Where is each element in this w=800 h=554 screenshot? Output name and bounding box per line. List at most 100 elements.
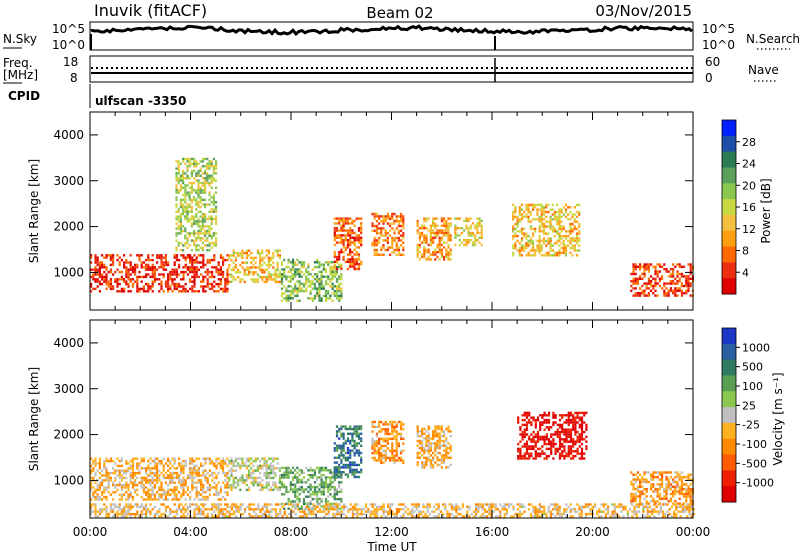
echo-cell	[156, 476, 159, 480]
echo-cell	[232, 483, 235, 487]
echo-cell	[569, 232, 572, 235]
echo-cell	[175, 285, 178, 288]
echo-cell	[553, 230, 557, 233]
echo-cell	[445, 222, 448, 225]
echo-cell	[416, 229, 419, 232]
echo-cell	[101, 491, 104, 494]
echo-cell	[136, 512, 139, 516]
echo-cell	[248, 471, 251, 475]
echo-cell	[138, 464, 141, 468]
echo-cell	[357, 227, 361, 230]
echo-cell	[520, 239, 524, 243]
echo-cell	[149, 457, 152, 460]
echo-cell	[375, 432, 378, 436]
echo-cell	[145, 469, 148, 472]
echo-cell	[636, 292, 639, 295]
echo-cell	[208, 469, 211, 472]
echo-cell	[518, 246, 521, 250]
echo-cell	[208, 493, 211, 496]
echo-cell	[674, 471, 677, 474]
echo-cell	[340, 275, 343, 278]
echo-cell	[395, 425, 398, 428]
echo-cell	[267, 261, 270, 264]
echo-cell	[360, 451, 363, 455]
echo-cell	[375, 220, 378, 223]
echo-cell	[222, 462, 225, 465]
echo-cell	[201, 184, 204, 187]
echo-cell	[556, 447, 559, 451]
echo-cell	[373, 447, 376, 450]
echo-cell	[153, 498, 156, 501]
echo-cell	[445, 439, 448, 443]
echo-cell	[534, 457, 537, 460]
echo-cell	[469, 227, 472, 230]
echo-cell	[553, 251, 557, 255]
echo-cell	[680, 476, 683, 479]
echo-cell	[447, 430, 450, 433]
echo-cell	[545, 426, 548, 429]
echo-cell	[173, 515, 176, 518]
echo-cell	[421, 461, 424, 464]
echo-cell	[357, 246, 361, 249]
echo-cell	[340, 451, 343, 455]
echo-cell	[650, 485, 653, 488]
echo-cell	[338, 277, 341, 281]
echo-cell	[549, 220, 552, 223]
echo-cell	[263, 457, 266, 460]
echo-cell	[378, 447, 381, 450]
echo-cell	[178, 464, 181, 468]
echo-cell	[125, 510, 128, 513]
echo-cell	[395, 217, 398, 220]
echo-cell	[127, 282, 130, 286]
echo-cell	[138, 270, 141, 274]
echo-cell	[200, 479, 203, 482]
echo-cell	[239, 280, 242, 284]
echo-cell	[270, 476, 273, 480]
echo-cell	[243, 271, 246, 274]
echo-cell	[105, 268, 108, 271]
echo-cell	[114, 270, 117, 274]
echo-cell	[665, 471, 668, 474]
echo-cell	[287, 471, 290, 474]
echo-cell	[351, 439, 354, 443]
echo-cell	[523, 430, 526, 434]
echo-cell	[576, 438, 579, 441]
echo-cell	[371, 425, 374, 428]
echo-cell	[250, 261, 253, 264]
echo-cell	[386, 447, 389, 450]
echo-cell	[445, 253, 448, 256]
echo-cell	[243, 464, 246, 468]
echo-cell	[226, 278, 229, 281]
echo-cell	[189, 505, 192, 509]
echo-cell	[313, 485, 317, 489]
echo-cell	[131, 282, 134, 286]
echo-cell	[204, 508, 207, 511]
echo-cell	[432, 217, 435, 220]
echo-cell	[540, 215, 543, 219]
echo-cell	[567, 244, 570, 247]
echo-cell	[237, 508, 240, 511]
echo-cell	[206, 481, 209, 484]
echo-cell	[204, 169, 207, 173]
echo-cell	[289, 500, 292, 503]
echo-cell	[539, 454, 542, 458]
echo-cell	[300, 270, 303, 274]
echo-cell	[349, 234, 352, 237]
echo-cell	[109, 270, 112, 274]
echo-cell	[123, 486, 126, 489]
echo-cell	[167, 491, 170, 494]
echo-cell	[296, 488, 299, 491]
echo-cell	[164, 495, 167, 499]
echo-cell	[382, 222, 385, 225]
echo-cell	[380, 253, 383, 256]
echo-cell	[195, 174, 198, 177]
echo-cell	[300, 287, 303, 290]
echo-cell	[201, 241, 204, 245]
echo-cell	[331, 287, 334, 290]
echo-cell	[109, 476, 112, 480]
echo-cell	[580, 416, 584, 419]
echo-cell	[263, 256, 266, 260]
echo-cell	[294, 493, 297, 496]
echo-cell	[402, 215, 405, 218]
echo-cell	[261, 479, 264, 482]
